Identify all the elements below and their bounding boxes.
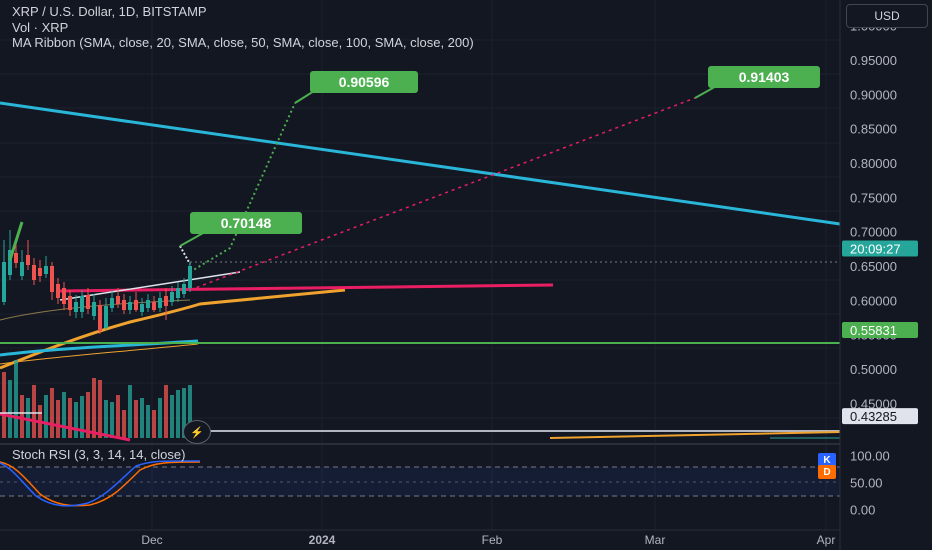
callout-070148[interactable]: 0.70148 [179,212,302,247]
pink-decline-line [0,412,131,442]
ma-orange-line[interactable] [0,288,346,370]
stoch-tick-label: 50.00 [850,476,883,491]
projection-pink[interactable] [189,97,696,291]
stoch-k-line [0,460,201,507]
descending-trendline[interactable] [0,101,841,226]
callout-091403[interactable]: 0.91403 [694,66,820,99]
time-label-apr: Apr [817,533,836,547]
callout-091403-text: 0.91403 [739,69,790,85]
stoch-tick-label: 100.00 [850,448,890,463]
volume-bars [2,360,192,438]
candles[interactable] [2,221,192,334]
price-tick-label: 0.90000 [850,87,897,102]
stoch-tick-label: 0.00 [850,503,875,518]
callout-090596[interactable]: 0.90596 [294,71,418,104]
stoch-d-line [0,461,201,507]
projection-white [179,245,191,265]
time-label-feb: Feb [482,533,503,547]
ma-ribbon-legend[interactable]: MA Ribbon (SMA, close, 20, SMA, close, 5… [12,35,474,50]
price-badge [842,240,918,257]
level-line-right [549,431,841,439]
stoch-d-badge: D [818,465,836,479]
time-label-2024: 2024 [309,533,336,547]
price-axis-panel[interactable] [840,0,932,550]
currency-button[interactable]: USD [846,4,928,28]
price-tick-label: 0.70000 [850,225,897,240]
resistance-line[interactable] [59,283,554,293]
price-tick-label: 0.65000 [850,259,897,274]
stoch-rsi-legend[interactable]: Stoch RSI (3, 3, 14, 14, close) [12,447,186,462]
callout-090596-text: 0.90596 [339,74,390,90]
flash-icon[interactable]: ⚡ [183,420,211,444]
ma-thin-orange [0,343,199,365]
price-axis-badges: 20:09:27 0.55831 0.43285 [842,240,918,425]
price-badge-label: 0.43285 [850,409,897,424]
price-tick-label: 0.80000 [850,156,897,171]
callout-070148-text: 0.70148 [221,215,272,231]
time-label-dec: Dec [141,533,162,547]
projection-green[interactable] [189,102,296,273]
stoch-k-badge: K [818,453,836,467]
price-tick-label: 0.45000 [850,396,897,411]
symbol-legend[interactable]: XRP / U.S. Dollar, 1D, BITSTAMP [12,4,207,19]
time-label-mar: Mar [645,533,666,547]
price-badge-label: 20:09:27 [850,241,901,256]
stoch-axis-ticks: 100.00 50.00 0.00 [850,448,890,517]
price-tick-label: 0.60000 [850,293,897,308]
price-tick-label: 0.85000 [850,122,897,137]
price-tick-label: 0.50000 [850,362,897,377]
price-tick-label: 0.95000 [850,53,897,68]
price-badge [842,321,918,338]
price-badge-label: 0.55831 [850,323,897,338]
volume-legend[interactable]: Vol · XRP [12,20,69,35]
price-tick-label: 0.75000 [850,190,897,205]
price-badge [842,408,918,425]
